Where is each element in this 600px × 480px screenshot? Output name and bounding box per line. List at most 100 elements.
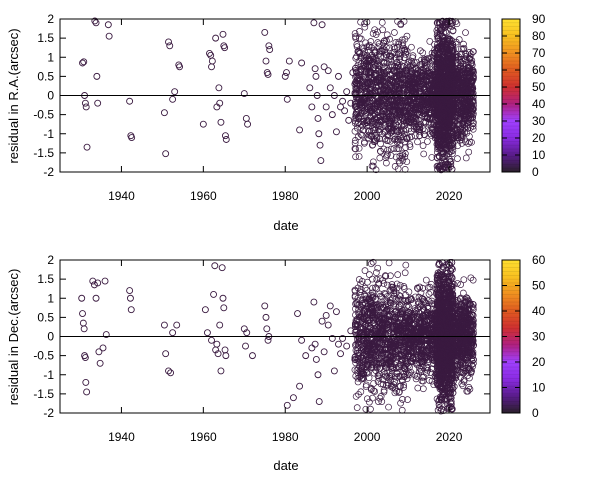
ra-colorbar-tick-label: 0 xyxy=(532,165,539,179)
ra-dense-point xyxy=(377,81,385,89)
ra-dense-point xyxy=(421,127,429,135)
ra-point xyxy=(206,49,213,57)
ra-dense-point xyxy=(396,109,403,116)
ra-point xyxy=(332,128,340,136)
ra-point xyxy=(281,72,289,80)
ra-dense-point xyxy=(396,141,404,149)
ra-point xyxy=(169,95,177,103)
ra-dense-point xyxy=(409,61,417,69)
ra-dense-point xyxy=(358,131,366,139)
ra-dense-point xyxy=(411,73,418,81)
ra-point xyxy=(311,65,319,73)
ra-dense-point xyxy=(374,99,382,107)
ra-point xyxy=(266,46,274,54)
ra-dense-point xyxy=(389,63,396,71)
ra-dense-point xyxy=(369,158,377,166)
ra-dense-point xyxy=(449,27,457,35)
ra-point xyxy=(94,99,102,107)
ra-dense-point xyxy=(382,111,390,119)
ra-dense-point xyxy=(367,71,374,79)
ra-dense-point xyxy=(420,101,428,109)
ra-dense-point xyxy=(414,80,422,88)
ra-dense-point xyxy=(423,63,431,71)
ra-point xyxy=(298,59,306,67)
ra-dense-point xyxy=(391,79,399,86)
ra-dense-point xyxy=(427,72,434,80)
ra-dense-point xyxy=(410,97,417,105)
ra-point xyxy=(160,109,168,117)
ra-point xyxy=(219,30,227,38)
ra-dense-point xyxy=(361,61,369,69)
ra-dense-point xyxy=(419,125,427,132)
ra-dense-point xyxy=(394,63,402,71)
ra-dense-point xyxy=(386,120,393,128)
ra-dense-point xyxy=(403,48,411,55)
ra-dense-point xyxy=(409,54,416,62)
ra-dense-point xyxy=(353,53,360,61)
ra-point xyxy=(212,34,220,42)
ra-y-tick-label: -1 xyxy=(43,127,54,141)
ra-dense-point xyxy=(356,27,363,35)
ra-dense-point xyxy=(388,127,396,135)
ra-dense-point xyxy=(369,30,377,37)
ra-x-tick-label: 1960 xyxy=(190,189,217,203)
ra-dense-point xyxy=(395,87,403,94)
ra-point xyxy=(176,63,184,71)
ra-dense-point xyxy=(419,142,427,149)
ra-dense-point xyxy=(352,153,359,161)
ra-point xyxy=(312,72,320,80)
ra-dense-point xyxy=(401,150,409,158)
ra-dense-point xyxy=(391,49,398,56)
ra-dense-point xyxy=(414,67,422,74)
ra-dense-point xyxy=(383,78,391,86)
ra-point xyxy=(341,107,349,115)
ra-dense-point xyxy=(360,76,367,84)
ra-point xyxy=(310,19,318,27)
ra-dense-point xyxy=(412,85,419,93)
ra-points xyxy=(79,17,477,174)
ra-dense-point xyxy=(387,129,394,136)
ra-dense-point xyxy=(390,43,398,51)
ra-dense-point xyxy=(396,55,403,63)
ra-dense-point xyxy=(365,127,372,135)
ra-point xyxy=(285,57,293,65)
ra-dense-point xyxy=(422,101,430,108)
ra-dense-point xyxy=(420,110,427,117)
ra-dense-point xyxy=(399,117,407,125)
ra-dense-point xyxy=(412,69,420,77)
ra-dense-point xyxy=(379,90,386,97)
ra-dense-point xyxy=(423,114,431,122)
ra-colorbar-tick-label: 90 xyxy=(532,12,546,26)
ra-point xyxy=(215,84,223,92)
ra-dense-point xyxy=(361,23,369,31)
ra-point xyxy=(128,134,136,142)
ra-dense-point xyxy=(410,117,418,125)
ra-dense-point xyxy=(396,53,404,61)
ra-dense-point xyxy=(443,29,450,37)
ra-dense-point xyxy=(397,122,405,129)
ra-dense-point xyxy=(380,53,388,60)
ra-dense-point xyxy=(366,57,373,64)
ra-dense-point xyxy=(351,119,359,127)
ra-dense-point xyxy=(385,79,392,87)
ra-x-tick-label: 2000 xyxy=(354,189,381,203)
ra-dense-point xyxy=(396,102,404,110)
ra-dense-point xyxy=(407,87,415,95)
ra-dense-point xyxy=(387,91,394,99)
ra-dense-point xyxy=(371,26,379,34)
ra-dense-point xyxy=(357,124,365,131)
ra-dense-point xyxy=(392,116,399,123)
ra-dense-point xyxy=(370,138,378,146)
ra-dense-point xyxy=(366,41,373,49)
ra-point xyxy=(171,88,179,96)
ra-point xyxy=(306,84,314,92)
ra-dense-point xyxy=(387,53,395,61)
ra-point xyxy=(93,72,101,80)
ra-dense-point xyxy=(408,107,416,115)
ra-point xyxy=(240,90,248,98)
ra-residual-panel: 1940 1960 1980 2000 2020-2-1.5-1-0.500.511.5… xyxy=(6,12,546,233)
ra-dense-point xyxy=(351,145,359,152)
ra-dense-point xyxy=(409,94,416,101)
ra-dense-point xyxy=(424,94,431,102)
